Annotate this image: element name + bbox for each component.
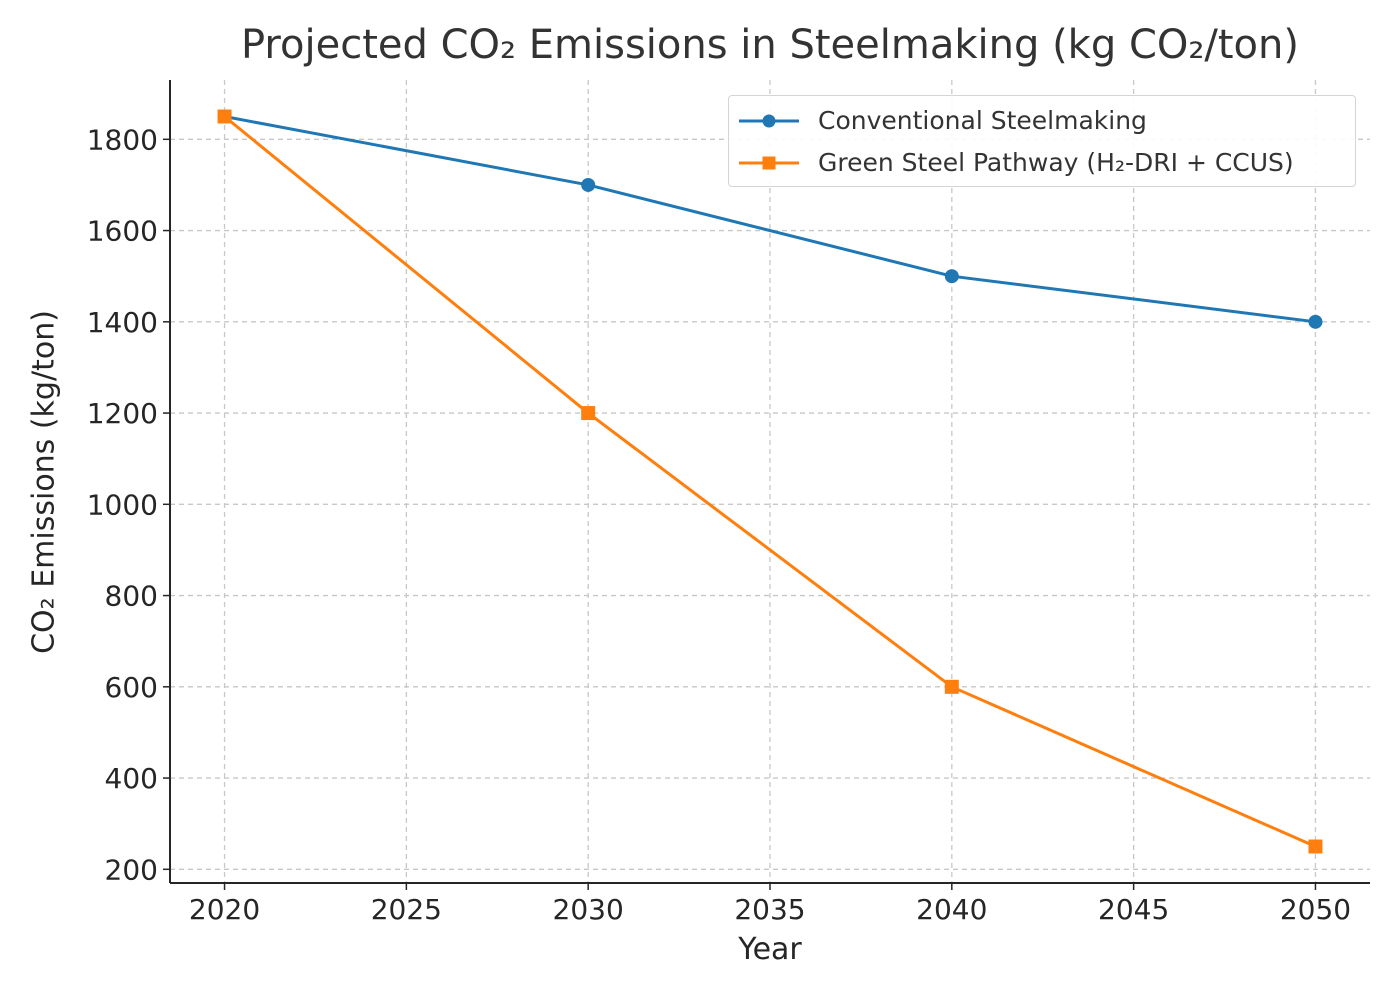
x-axis-label: Year <box>738 932 802 967</box>
x-tick-label: 2045 <box>1098 893 1169 926</box>
data-point-conventional <box>944 269 959 284</box>
y-tick-label: 1800 <box>87 123 158 156</box>
y-axis-label: CO₂ Emissions (kg/ton) <box>26 310 62 654</box>
y-tick-label: 200 <box>105 853 158 886</box>
legend-marker-square-icon <box>762 156 776 170</box>
legend-label-conventional: Conventional Steelmaking <box>818 106 1147 135</box>
data-point-conventional <box>1308 314 1323 329</box>
y-tick-label: 800 <box>105 580 158 613</box>
x-tick-label: 2030 <box>553 893 624 926</box>
tick-labels: 2020 2025 2030 2035 2040 2045 2050 200 400 600 800… <box>87 123 1351 926</box>
data-point-green-steel <box>217 109 232 124</box>
grid-lines <box>170 80 1370 883</box>
legend-marker-circle-icon <box>762 114 776 128</box>
legend-swatch-conventional <box>739 114 799 128</box>
y-tick-label: 1600 <box>87 215 158 248</box>
x-tick-label: 2020 <box>189 893 260 926</box>
x-tick-label: 2040 <box>916 893 987 926</box>
x-tick-label: 2025 <box>371 893 442 926</box>
y-tick-label: 1200 <box>87 397 158 430</box>
legend-swatch-green-steel <box>739 156 799 170</box>
data-point-conventional <box>581 177 596 192</box>
y-tick-label: 400 <box>105 762 158 795</box>
x-tick-label: 2050 <box>1280 893 1351 926</box>
y-tick-label: 1000 <box>87 488 158 521</box>
axes <box>163 80 1370 890</box>
series-lines <box>217 109 1323 854</box>
x-tick-label: 2035 <box>734 893 805 926</box>
legend-item-conventional: Conventional Steelmaking <box>729 100 1355 140</box>
y-tick-label: 1400 <box>87 306 158 339</box>
chart-title: Projected CO₂ Emissions in Steelmaking (… <box>241 22 1299 68</box>
data-point-green-steel <box>1308 839 1323 854</box>
legend-label-green-steel: Green Steel Pathway (H₂-DRI + CCUS) <box>818 148 1294 177</box>
y-tick-label: 600 <box>105 671 158 704</box>
data-point-green-steel <box>944 679 959 694</box>
series-line-conventional <box>224 115 1316 324</box>
legend-item-green-steel: Green Steel Pathway (H₂-DRI + CCUS) <box>729 142 1355 182</box>
legend: Conventional Steelmaking Green Steel Pat… <box>728 95 1356 187</box>
series-line-green-steel <box>223 115 1317 848</box>
data-point-green-steel <box>581 406 596 421</box>
